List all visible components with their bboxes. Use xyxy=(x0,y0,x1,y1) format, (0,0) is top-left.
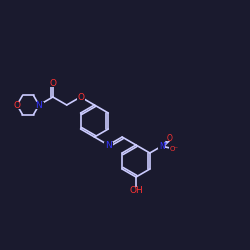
FancyBboxPatch shape xyxy=(12,102,22,108)
FancyBboxPatch shape xyxy=(49,80,57,87)
Text: O⁻: O⁻ xyxy=(169,146,178,152)
Text: N: N xyxy=(159,142,164,151)
Text: N: N xyxy=(105,140,112,149)
FancyBboxPatch shape xyxy=(76,94,84,100)
FancyBboxPatch shape xyxy=(130,187,142,194)
Text: O: O xyxy=(14,100,20,110)
FancyBboxPatch shape xyxy=(158,143,165,149)
Text: N: N xyxy=(36,100,43,110)
FancyBboxPatch shape xyxy=(104,142,113,148)
Text: +: + xyxy=(162,141,167,146)
Text: O: O xyxy=(77,92,84,102)
FancyBboxPatch shape xyxy=(169,146,179,152)
Text: O: O xyxy=(167,134,172,143)
FancyBboxPatch shape xyxy=(166,135,173,141)
Text: OH: OH xyxy=(129,186,143,195)
FancyBboxPatch shape xyxy=(34,102,43,108)
Text: O: O xyxy=(49,79,56,88)
